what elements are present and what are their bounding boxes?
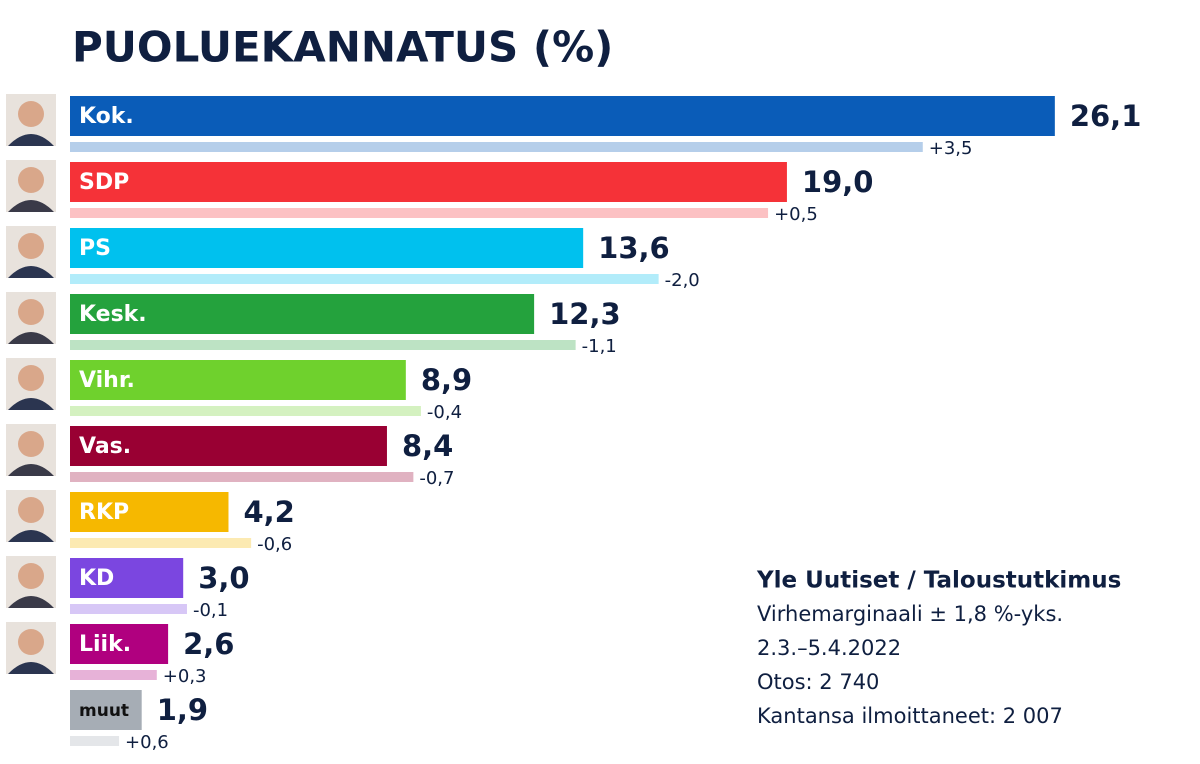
previous-bar <box>70 340 576 350</box>
previous-bar <box>70 406 421 416</box>
bar <box>70 294 535 334</box>
portrait-head <box>18 431 44 457</box>
source-note: 2.3.–5.4.2022 <box>757 636 901 660</box>
change-label: -0,4 <box>427 402 462 423</box>
value-label: 12,3 <box>549 297 621 331</box>
portrait-body <box>8 596 54 608</box>
change-label: -2,0 <box>665 270 700 291</box>
source-note: Virhemarginaali ± 1,8 %-yks. <box>757 602 1063 626</box>
bar <box>70 558 184 598</box>
portrait-body <box>8 464 54 476</box>
portrait-body <box>8 332 54 344</box>
value-label: 3,0 <box>198 561 249 595</box>
change-label: -1,1 <box>582 336 617 357</box>
change-label: -0,7 <box>419 468 454 489</box>
bar <box>70 690 142 730</box>
portrait-body <box>8 134 54 146</box>
party-label: Liik. <box>79 632 131 657</box>
bar <box>70 624 169 664</box>
bar <box>70 162 787 202</box>
change-label: -0,6 <box>257 534 292 555</box>
source-note: Kantansa ilmoittaneet: 2 007 <box>757 704 1063 728</box>
value-label: 2,6 <box>183 627 234 661</box>
change-label: +0,6 <box>125 732 169 753</box>
party-label: Kok. <box>79 104 134 129</box>
party-label: SDP <box>79 170 129 195</box>
bar <box>70 96 1055 136</box>
change-label: +3,5 <box>929 138 973 159</box>
party-label: KD <box>79 566 114 591</box>
portrait-body <box>8 200 54 212</box>
party-label: Vas. <box>79 434 131 459</box>
value-label: 13,6 <box>598 231 670 265</box>
previous-bar <box>70 670 157 680</box>
previous-bar <box>70 472 414 482</box>
value-label: 8,9 <box>421 363 472 397</box>
previous-bar <box>70 604 187 614</box>
bar <box>70 426 387 466</box>
portrait-head <box>18 101 44 127</box>
party-label: Vihr. <box>79 368 135 393</box>
portrait-head <box>18 299 44 325</box>
previous-bar <box>70 208 769 218</box>
portrait-body <box>8 530 54 542</box>
portrait-body <box>8 662 54 674</box>
previous-bar <box>70 538 252 548</box>
change-label: -0,1 <box>193 600 228 621</box>
portrait-head <box>18 365 44 391</box>
value-label: 4,2 <box>243 495 294 529</box>
portrait-body <box>8 266 54 278</box>
previous-bar <box>70 274 659 284</box>
change-label: +0,5 <box>774 204 818 225</box>
party-label: RKP <box>79 500 129 525</box>
portrait-head <box>18 497 44 523</box>
portrait-body <box>8 398 54 410</box>
previous-bar <box>70 736 120 746</box>
portrait-head <box>18 563 44 589</box>
value-label: 19,0 <box>802 165 874 199</box>
bar <box>70 228 584 268</box>
party-label: PS <box>79 236 111 261</box>
source-note: Otos: 2 740 <box>757 670 879 694</box>
party-label: muut <box>79 701 129 721</box>
value-label: 26,1 <box>1070 99 1142 133</box>
portrait-head <box>18 629 44 655</box>
previous-bar <box>70 142 923 152</box>
source-title: Yle Uutiset / Taloustutkimus <box>756 568 1121 594</box>
portrait-head <box>18 167 44 193</box>
bar <box>70 360 406 400</box>
portrait-head <box>18 233 44 259</box>
bar <box>70 492 229 532</box>
chart-title: PUOLUEKANNATUS (%) <box>72 23 613 72</box>
value-label: 8,4 <box>402 429 453 463</box>
change-label: +0,3 <box>163 666 207 687</box>
party-label: Kesk. <box>79 302 147 327</box>
value-label: 1,9 <box>157 693 208 727</box>
